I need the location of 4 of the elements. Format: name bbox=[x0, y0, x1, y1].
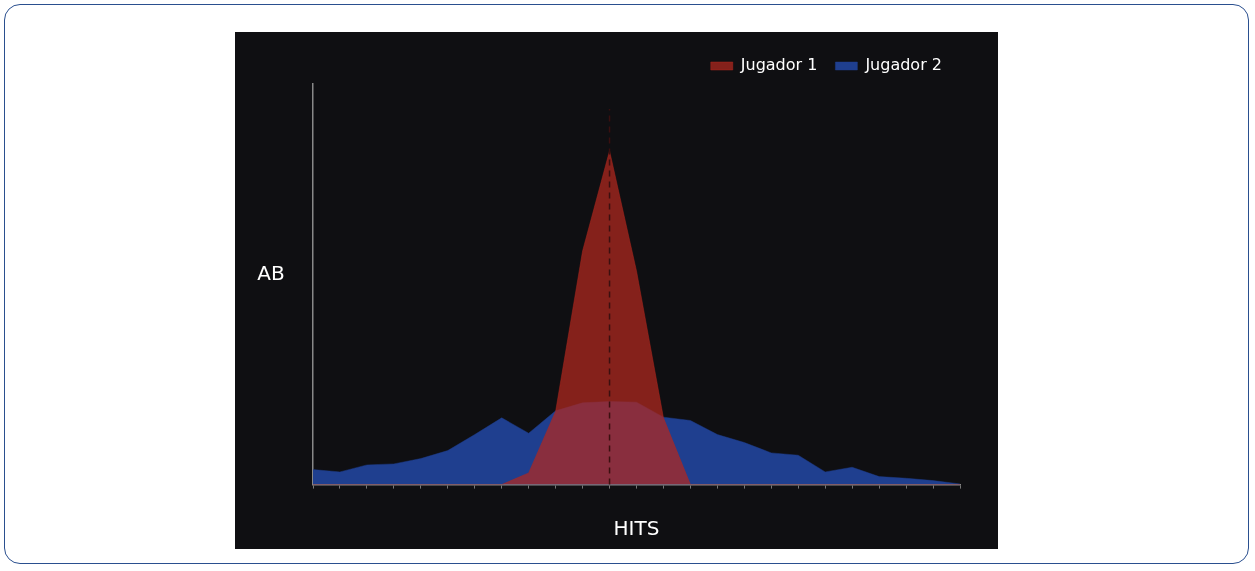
legend-label: Jugador 1 bbox=[739, 55, 818, 75]
legend-label: Jugador 2 bbox=[864, 55, 942, 75]
y-axis-title: AB bbox=[257, 261, 285, 286]
x-axis-title: HITS bbox=[613, 516, 660, 541]
